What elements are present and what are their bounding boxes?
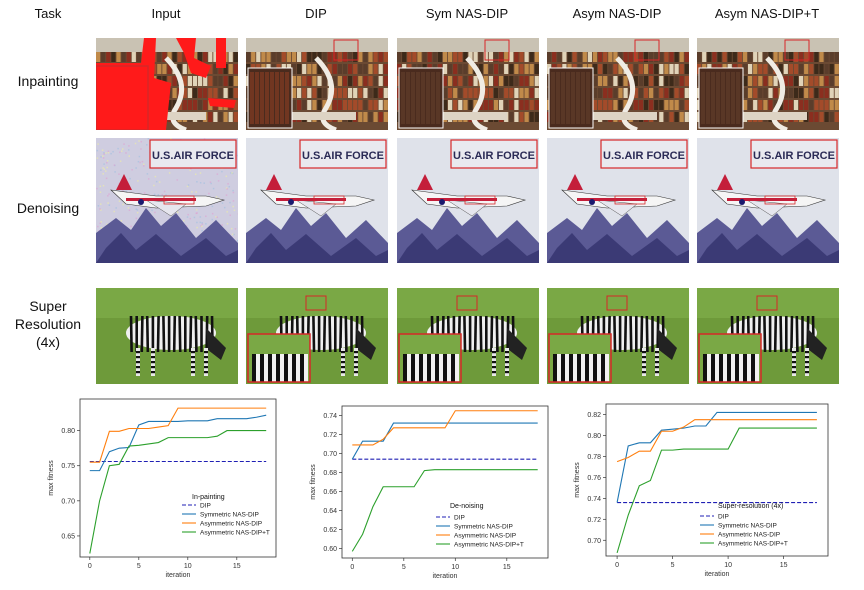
svg-text:U.S.AIR FORCE: U.S.AIR FORCE [453, 150, 535, 162]
header-dip: DIP [305, 6, 327, 21]
jet-image-1: U.S.AIR FORCE [246, 138, 388, 263]
chart-title: De-noising [450, 503, 484, 510]
row-label-line-3: (4x) [35, 334, 61, 350]
y-tick-label: 0.66 [323, 489, 337, 496]
plot-frame [341, 405, 549, 559]
jet-image-0: U.S.AIR FORCE [96, 138, 238, 263]
header-input: Input [151, 6, 181, 21]
header-sym-nas-dip: Sym NAS-DIP [425, 6, 509, 21]
legend-label: Symmetric NAS-DIP [200, 511, 259, 518]
row-label-super-resolution: Super Resolution (4x) [0, 297, 96, 351]
x-tick-label: 15 [233, 563, 241, 570]
chart-denoising: 0 5 10 15 0.60 0.62 0.64 0.66 0.68 0.70 0.72 0.74 it… [306, 400, 556, 585]
plot-frame [605, 403, 829, 557]
x-tick-label: 15 [503, 564, 511, 571]
series-line-asymmetric-nas-dip [616, 419, 817, 463]
y-axis-label: max fitness [574, 462, 581, 498]
y-tick-label: 0.82 [587, 412, 601, 419]
x-tick-label: 10 [184, 563, 192, 570]
row-label-line-2: Resolution [14, 316, 82, 332]
jet-image-2: U.S.AIR FORCE [397, 138, 539, 263]
y-tick-label: 0.72 [587, 517, 601, 524]
y-tick-label: 0.62 [323, 527, 337, 534]
y-tick-label: 0.68 [323, 470, 337, 477]
zebra-image-1 [246, 288, 388, 384]
header-task: Task [34, 6, 62, 21]
row-label-line-1: Super [29, 298, 67, 314]
y-tick-label: 0.64 [323, 508, 337, 515]
x-tick-label: 10 [724, 562, 732, 569]
legend-label: DIP [200, 502, 211, 509]
x-axis-label: iteration [705, 571, 730, 578]
legend-label: Asymmetric NAS-DIP+T [718, 540, 788, 547]
y-tick-label: 0.60 [323, 546, 337, 553]
zebra-image-4 [697, 288, 839, 384]
y-tick-label: 0.75 [61, 463, 75, 470]
legend-label: Asymmetric NAS-DIP [200, 520, 262, 527]
series-line-asymmetric-nas-dip [352, 410, 538, 446]
chart-title: In-painting [192, 494, 225, 501]
library-image-4 [697, 38, 839, 130]
x-tick-label: 10 [451, 564, 459, 571]
legend-label: DIP [718, 513, 729, 520]
series-line-symmetric-nas-dip [351, 422, 538, 460]
series-line-asymmetric-nas-dip-t [89, 430, 267, 554]
library-image-2 [397, 38, 539, 130]
y-tick-label: 0.70 [587, 538, 601, 545]
x-tick-label: 15 [780, 562, 788, 569]
legend-label: DIP [454, 514, 465, 521]
y-tick-label: 0.74 [587, 496, 601, 503]
svg-text:U.S.AIR FORCE: U.S.AIR FORCE [753, 150, 835, 162]
library-image-3 [547, 38, 689, 130]
chart-super-resolution: 0 5 10 15 0.70 0.72 0.74 0.76 0.78 0.80 0.82 iterat… [570, 398, 830, 583]
x-tick-label: 5 [402, 564, 406, 571]
x-axis-label: iteration [166, 572, 191, 579]
header-asym-nas-dip-t: Asym NAS-DIP+T [714, 6, 820, 21]
legend-label: Asymmetric NAS-DIP [718, 531, 780, 538]
x-tick-label: 5 [671, 562, 675, 569]
svg-text:U.S.AIR FORCE: U.S.AIR FORCE [302, 150, 384, 162]
zebra-image-3 [547, 288, 689, 384]
row-label-denoising: Denoising [16, 200, 80, 216]
y-tick-label: 0.65 [61, 533, 75, 540]
library-image-1 [246, 38, 388, 130]
x-tick-label: 5 [137, 563, 141, 570]
y-tick-label: 0.80 [61, 428, 75, 435]
y-tick-label: 0.74 [323, 413, 337, 420]
legend-label: Symmetric NAS-DIP [454, 523, 513, 530]
y-tick-label: 0.76 [587, 475, 601, 482]
chart-inpainting: 0 5 10 15 0.65 0.70 0.75 0.80 iteration max fitne… [42, 393, 282, 583]
series-line-symmetric-nas-dip [616, 411, 817, 503]
y-tick-label: 0.80 [587, 433, 601, 440]
jet-image-4: U.S.AIR FORCE [697, 138, 839, 263]
plot-frame [79, 398, 277, 558]
legend-label: Asymmetric NAS-DIP+T [200, 529, 270, 536]
row-label-inpainting: Inpainting [17, 73, 79, 89]
series-line-asymmetric-nas-dip-t [616, 427, 817, 554]
legend-label: Symmetric NAS-DIP [718, 522, 777, 529]
x-axis-label: iteration [433, 573, 458, 580]
legend-label: Asymmetric NAS-DIP [454, 532, 516, 539]
legend-label: Asymmetric NAS-DIP+T [454, 541, 524, 548]
zebra-image-0 [96, 288, 238, 384]
series-line-asymmetric-nas-dip [89, 407, 267, 463]
y-tick-label: 0.70 [323, 451, 337, 458]
svg-text:U.S.AIR FORCE: U.S.AIR FORCE [603, 150, 685, 162]
x-tick-label: 0 [350, 564, 354, 571]
series-line-asymmetric-nas-dip-t [351, 469, 538, 552]
chart-title: Super-resolution (4x) [718, 503, 783, 510]
series-line-symmetric-nas-dip [89, 414, 267, 472]
x-tick-label: 0 [615, 562, 619, 569]
svg-text:U.S.AIR FORCE: U.S.AIR FORCE [152, 150, 234, 162]
jet-image-3: U.S.AIR FORCE [547, 138, 689, 263]
y-axis-label: max fitness [48, 460, 55, 496]
library-image-0 [96, 38, 238, 130]
zebra-image-2 [397, 288, 539, 384]
y-axis-label: max fitness [310, 464, 317, 500]
y-tick-label: 0.72 [323, 432, 337, 439]
header-asym-nas-dip: Asym NAS-DIP [572, 6, 662, 21]
y-tick-label: 0.70 [61, 498, 75, 505]
x-tick-label: 0 [88, 563, 92, 570]
y-tick-label: 0.78 [587, 454, 601, 461]
